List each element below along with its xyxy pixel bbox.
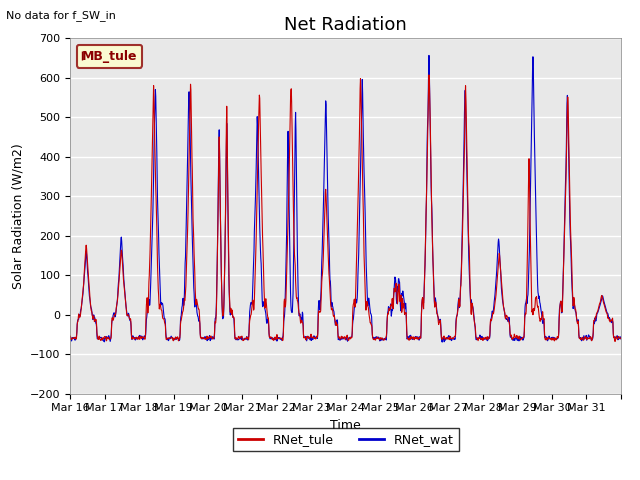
RNet_wat: [557, 299, 564, 305]
Title: Net Radiation: Net Radiation: [284, 16, 407, 34]
RNet_tule: [331, 317, 339, 323]
RNet_tule: [67, 333, 74, 339]
RNet_wat: [617, 336, 625, 342]
RNet_wat: [438, 339, 446, 345]
RNet_wat: [321, 148, 328, 154]
RNet_tule: [152, 210, 160, 216]
Text: No data for f_SW_in: No data for f_SW_in: [6, 10, 116, 21]
RNet_tule: [556, 301, 564, 307]
Y-axis label: Solar Radiation (W/m2): Solar Radiation (W/m2): [12, 143, 24, 289]
RNet_tule: [610, 335, 618, 340]
RNet_wat: [331, 320, 339, 325]
RNet_tule: [611, 338, 619, 344]
Legend: RNet_tule, RNet_wat: RNet_tule, RNet_wat: [233, 428, 458, 451]
RNet_tule: [425, 72, 433, 78]
RNet_wat: [152, 131, 160, 137]
RNet_wat: [425, 52, 433, 58]
RNet_tule: [476, 334, 483, 340]
Line: RNet_tule: RNet_tule: [70, 75, 621, 341]
RNet_wat: [67, 334, 74, 340]
RNet_tule: [617, 336, 625, 341]
RNet_tule: [321, 217, 328, 223]
RNet_wat: [476, 332, 484, 338]
X-axis label: Time: Time: [330, 419, 361, 432]
Line: RNet_wat: RNet_wat: [70, 55, 621, 342]
RNet_wat: [611, 334, 618, 340]
